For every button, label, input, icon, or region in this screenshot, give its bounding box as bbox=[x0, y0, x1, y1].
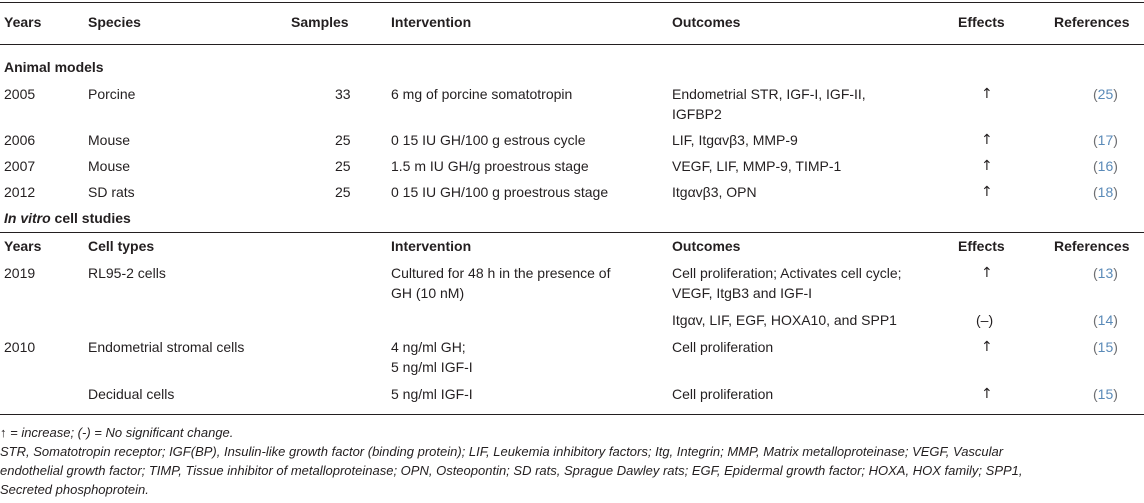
reference-link[interactable]: 15 bbox=[1097, 339, 1114, 355]
effect-increase-icon: ↑ bbox=[981, 339, 993, 355]
cell-samples: 33 bbox=[335, 86, 351, 102]
footnote-legend: ↑ = increase; (-) = No significant chang… bbox=[0, 425, 234, 440]
effect-increase-icon: ↑ bbox=[981, 158, 993, 174]
cell-reference: (18) bbox=[1093, 184, 1118, 200]
cell-reference: (14) bbox=[1093, 312, 1118, 328]
cell-outcomes: VEGF, LIF, MMP-9, TIMP-1 bbox=[672, 158, 842, 174]
cell-species: SD rats bbox=[88, 184, 135, 200]
header-effects: Effects bbox=[958, 14, 1005, 30]
cell-year: 2006 bbox=[4, 132, 36, 148]
header-intervention: Intervention bbox=[391, 238, 472, 254]
section-title-rest: cell studies bbox=[50, 210, 131, 226]
header-references: References bbox=[1054, 238, 1130, 254]
cell-reference: (15) bbox=[1093, 386, 1118, 402]
cell-year: 2005 bbox=[4, 86, 36, 102]
header-references: References bbox=[1054, 14, 1130, 30]
reference-link[interactable]: 18 bbox=[1097, 184, 1114, 200]
footnote-abbreviations-end: Secreted phosphoprotein. bbox=[0, 482, 149, 497]
table-top-rule bbox=[0, 2, 1144, 3]
cell-intervention: 6 mg of porcine somatotropin bbox=[391, 86, 573, 102]
effect-increase-icon: ↑ bbox=[981, 386, 993, 402]
cell-year: 2012 bbox=[4, 184, 36, 200]
header-intervention: Intervention bbox=[391, 14, 472, 30]
section-title: Animal models bbox=[4, 59, 104, 75]
cell-outcomes: Itgαvβ3, OPN bbox=[672, 184, 757, 200]
cell-outcomes: Cell proliferation bbox=[672, 339, 774, 355]
reference-link[interactable]: 16 bbox=[1097, 158, 1114, 174]
cell-cell-type: Endometrial stromal cells bbox=[88, 339, 245, 355]
header-effects: Effects bbox=[958, 238, 1005, 254]
effect-no-change: (–) bbox=[976, 312, 994, 328]
header-samples: Samples bbox=[291, 14, 349, 30]
cell-species: Porcine bbox=[88, 86, 136, 102]
section-title-italic: In vitro bbox=[4, 210, 51, 226]
header-years: Years bbox=[4, 14, 42, 30]
cell-intervention: 0 15 IU GH/100 g proestrous stage bbox=[391, 184, 609, 200]
header-rule bbox=[0, 44, 1144, 45]
effect-increase-icon: ↑ bbox=[981, 132, 993, 148]
cell-cell-type: Decidual cells bbox=[88, 386, 175, 402]
reference-link[interactable]: 15 bbox=[1097, 386, 1114, 402]
reference-link[interactable]: 14 bbox=[1097, 312, 1114, 328]
cell-species: Mouse bbox=[88, 158, 131, 174]
cell-samples: 25 bbox=[335, 158, 351, 174]
cell-species: Mouse bbox=[88, 132, 131, 148]
header-species: Species bbox=[88, 14, 141, 30]
cell-year: 2019 bbox=[4, 265, 36, 281]
cell-intervention: 4 ng/ml GH; bbox=[391, 339, 466, 355]
cell-reference: (17) bbox=[1093, 132, 1118, 148]
table-bottom-rule bbox=[0, 414, 1144, 415]
cell-outcomes: Cell proliferation; Activates cell cycle… bbox=[672, 265, 902, 281]
cell-reference: (15) bbox=[1093, 339, 1118, 355]
effect-increase-icon: ↑ bbox=[981, 184, 993, 200]
cell-outcomes: Cell proliferation bbox=[672, 386, 774, 402]
header-cell-types: Cell types bbox=[88, 238, 155, 254]
cell-outcomes: Itgαv, LIF, EGF, HOXA10, and SPP1 bbox=[672, 312, 897, 328]
header-years: Years bbox=[4, 238, 42, 254]
cell-outcomes: Endometrial STR, IGF-I, IGF-II, bbox=[672, 86, 866, 102]
cell-year: 2007 bbox=[4, 158, 36, 174]
cell-intervention: 1.5 m IU GH/g proestrous stage bbox=[391, 158, 589, 174]
reference-link[interactable]: 25 bbox=[1097, 86, 1114, 102]
cell-samples: 25 bbox=[335, 132, 351, 148]
cell-reference: (25) bbox=[1093, 86, 1118, 102]
effect-increase-icon: ↑ bbox=[981, 265, 993, 281]
cell-outcomes-cont: IGFBP2 bbox=[672, 106, 722, 122]
cell-intervention: 5 ng/ml IGF-I bbox=[391, 386, 473, 402]
cell-intervention: 0 15 IU GH/100 g estrous cycle bbox=[391, 132, 586, 148]
cell-samples: 25 bbox=[335, 184, 351, 200]
section-title: In vitro cell studies bbox=[4, 208, 131, 228]
cell-cell-type: RL95-2 cells bbox=[88, 265, 166, 281]
cell-intervention-cont: GH (10 nM) bbox=[391, 285, 465, 301]
cell-reference: (13) bbox=[1093, 265, 1118, 281]
footnote-abbreviations-cont: endothelial growth factor; TIMP, Tissue … bbox=[0, 463, 1023, 478]
cell-year: 2010 bbox=[4, 339, 36, 355]
reference-link[interactable]: 17 bbox=[1097, 132, 1114, 148]
header-outcomes: Outcomes bbox=[672, 14, 741, 30]
cell-outcomes: LIF, Itgαvβ3, MMP-9 bbox=[672, 132, 798, 148]
header-outcomes: Outcomes bbox=[672, 238, 741, 254]
cell-reference: (16) bbox=[1093, 158, 1118, 174]
reference-link[interactable]: 13 bbox=[1097, 265, 1114, 281]
cell-outcomes-cont: VEGF, ItgB3 and IGF-I bbox=[672, 285, 813, 301]
cell-intervention: Cultured for 48 h in the presence of bbox=[391, 265, 611, 281]
effect-increase-icon: ↑ bbox=[981, 86, 993, 102]
subheader-rule bbox=[0, 232, 1144, 233]
footnote-abbreviations: STR, Somatotropin receptor; IGF(BP), Ins… bbox=[0, 444, 1004, 459]
cell-intervention-cont: 5 ng/ml IGF-I bbox=[391, 359, 473, 375]
